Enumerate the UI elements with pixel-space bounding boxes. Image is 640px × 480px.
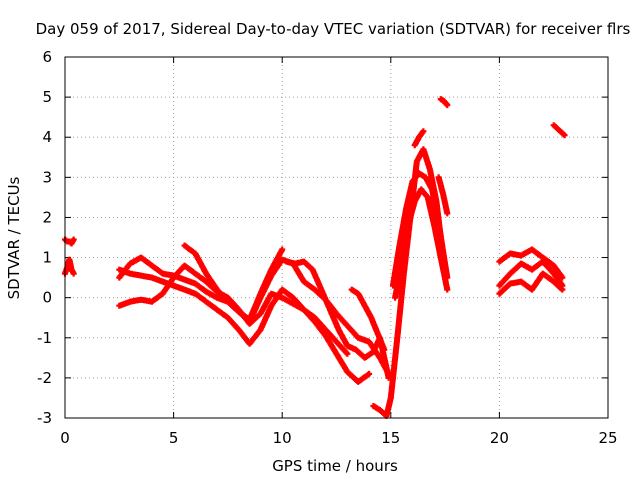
series-trace-f [181, 242, 286, 323]
series-trace-q [496, 270, 566, 297]
series-trace-p [496, 258, 566, 289]
series-trace-o [496, 246, 566, 281]
series-trace-n [437, 96, 451, 109]
x-tick-label: 5 [169, 429, 179, 447]
series-markers [496, 258, 566, 289]
series-markers [62, 236, 77, 247]
x-tick-label: 0 [60, 429, 70, 447]
series-markers [348, 286, 388, 353]
y-tick-label: 3 [42, 168, 52, 186]
y-tick-label: 5 [42, 88, 52, 106]
y-tick-label: 6 [42, 48, 52, 66]
series-trace-a [62, 236, 77, 247]
y-tick-label: 1 [42, 249, 52, 267]
series-trace-j [390, 170, 449, 289]
series-markers [392, 186, 451, 301]
series-trace-m [435, 174, 451, 217]
series-trace-h [348, 286, 388, 353]
y-tick-label: -1 [37, 329, 52, 347]
data-layer [62, 96, 568, 419]
grid-layer [65, 57, 608, 418]
series-trace-l [411, 128, 427, 149]
x-tick-label: 25 [598, 429, 617, 447]
plot-frame [64, 56, 609, 419]
x-axis-label: GPS time / hours [272, 457, 398, 475]
series-trace-k [392, 186, 451, 301]
series-markers [437, 96, 451, 109]
y-tick-label: 4 [42, 128, 52, 146]
series-markers [116, 266, 373, 385]
series-markers [435, 174, 451, 217]
series-markers [550, 122, 568, 139]
y-axis-label: SDTVAR / TECUs [5, 176, 23, 299]
series-markers [411, 128, 427, 149]
series-markers [181, 242, 286, 323]
y-tick-label: 0 [42, 289, 52, 307]
x-tick-label: 20 [490, 429, 509, 447]
x-tick-label: 10 [273, 429, 292, 447]
series-trace-r [550, 122, 568, 139]
y-tick-label: 2 [42, 208, 52, 226]
y-tick-label: -3 [37, 409, 52, 427]
y-tick-label: -2 [37, 369, 52, 387]
chart-title: Day 059 of 2017, Sidereal Day-to-day VTE… [36, 20, 631, 38]
series-markers [496, 270, 566, 297]
series-markers [390, 170, 449, 289]
series-markers [496, 246, 566, 281]
series-markers [62, 256, 77, 277]
series-trace-d [116, 266, 373, 385]
x-tick-label: 15 [381, 429, 400, 447]
series-trace-b [62, 256, 77, 277]
